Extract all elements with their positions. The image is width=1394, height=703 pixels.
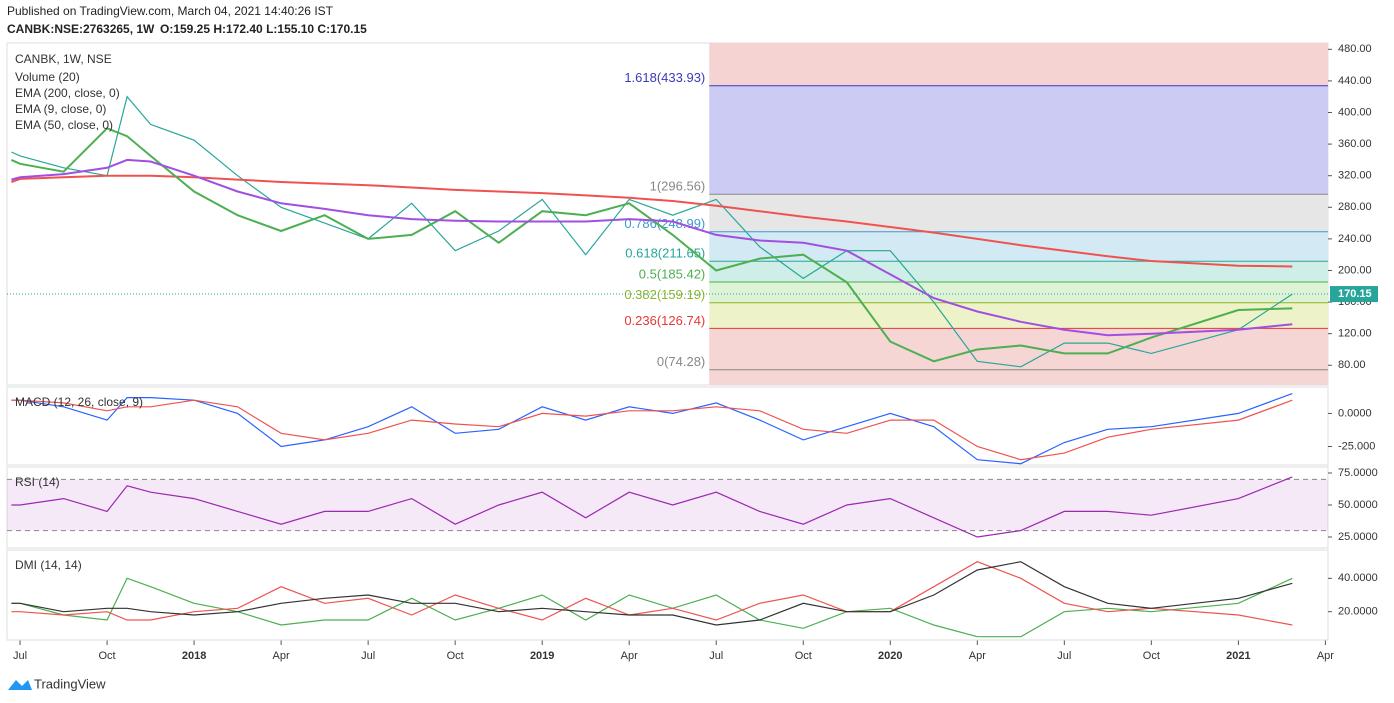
y-tick-label: 80.00 [1338, 359, 1366, 371]
y-tick-label: 280.00 [1338, 201, 1372, 213]
series-line [11, 561, 1293, 626]
pane-frame [6, 386, 1329, 466]
fib-zone [709, 231, 1328, 262]
pane-frame [6, 466, 1329, 549]
symbol: CANBK:NSE:2763265, 1W [7, 22, 155, 36]
y-tick-label: 480.00 [1338, 43, 1372, 55]
y-tick-label: 75.0000 [1338, 467, 1378, 479]
x-tick-label: Jul [1057, 650, 1071, 662]
brand: TradingView [34, 676, 106, 691]
fib-zone [709, 369, 1328, 385]
legend-entry: Volume (20) [15, 70, 80, 84]
fib-zone [709, 281, 1328, 303]
x-tick-label: Oct [99, 650, 116, 662]
price-tag-label: 170.15 [1338, 288, 1372, 300]
fib-label: 0.5(185.42) [639, 266, 706, 281]
pane-title: MACD (12, 26, close, 9) [15, 395, 143, 409]
fib-zone [709, 194, 1328, 232]
y-tick-label: 400.00 [1338, 106, 1372, 118]
x-tick-label: 2018 [182, 650, 206, 662]
y-tick-label: 200.00 [1338, 264, 1372, 276]
x-tick-label: Apr [969, 650, 986, 662]
fib-zone [709, 43, 1328, 86]
y-tick-label: 240.00 [1338, 233, 1372, 245]
x-tick-label: 2020 [878, 650, 902, 662]
x-tick-label: Jul [13, 650, 27, 662]
x-tick-label: Apr [621, 650, 638, 662]
y-tick-label: -25.000 [1338, 440, 1375, 452]
published: Published on TradingView.com, March 04, … [7, 4, 334, 18]
x-tick-label: Apr [273, 650, 290, 662]
y-tick-label: 120.00 [1338, 328, 1372, 340]
y-tick-label: 440.00 [1338, 75, 1372, 87]
logo [8, 680, 32, 690]
fib-label: 1.618(433.93) [624, 70, 705, 85]
x-tick-label: Oct [447, 650, 464, 662]
legend-entry: EMA (9, close, 0) [15, 102, 106, 116]
fib-label: 0.236(126.74) [624, 313, 705, 328]
fib-label: 0.618(211.65) [625, 246, 705, 261]
y-tick-label: 320.00 [1338, 170, 1372, 182]
y-tick-label: 40.0000 [1338, 572, 1378, 584]
series-line [11, 476, 1293, 538]
x-tick-label: Oct [795, 650, 812, 662]
series-line [11, 577, 1293, 638]
series-line [11, 95, 1293, 368]
x-tick-label: Jul [361, 650, 375, 662]
legend-entry: EMA (50, close, 0) [15, 118, 113, 132]
legend-entry: EMA (200, close, 0) [15, 86, 120, 100]
series-line [11, 561, 1293, 626]
ohlc: O:159.25 H:172.40 L:155.10 C:170.15 [160, 22, 367, 36]
y-tick-label: 25.0000 [1338, 531, 1378, 543]
series-line [11, 158, 1293, 337]
y-tick-label: 0.0000 [1338, 407, 1372, 419]
series-line [11, 174, 1293, 268]
x-tick-label: 2021 [1226, 650, 1250, 662]
fib-zone [709, 261, 1328, 282]
fib-zone [709, 302, 1328, 329]
fib-zone [709, 85, 1328, 195]
pane-title: DMI (14, 14) [15, 558, 82, 572]
legend-entry: CANBK, 1W, NSE [15, 52, 112, 66]
y-tick-label: 20.0000 [1338, 606, 1378, 618]
price-tag [1330, 286, 1378, 303]
rsi-band [7, 479, 1328, 531]
fib-label: 0.382(159.19) [624, 287, 705, 302]
x-tick-label: Oct [1143, 650, 1160, 662]
y-tick-label: 360.00 [1338, 138, 1372, 150]
fib-zone [709, 328, 1328, 370]
pane-frame [6, 549, 1329, 641]
fib-label: 0(74.28) [657, 354, 705, 369]
fib-label: 1(296.56) [650, 179, 706, 194]
y-tick-label: 50.0000 [1338, 499, 1378, 511]
x-tick-label: Apr [1317, 650, 1334, 662]
pane-title: RSI (14) [15, 475, 60, 489]
series-line [10, 127, 1293, 363]
x-tick-label: 2019 [530, 650, 554, 662]
series-line [11, 399, 1293, 461]
series-line [11, 393, 1293, 465]
x-tick-label: Jul [709, 650, 723, 662]
